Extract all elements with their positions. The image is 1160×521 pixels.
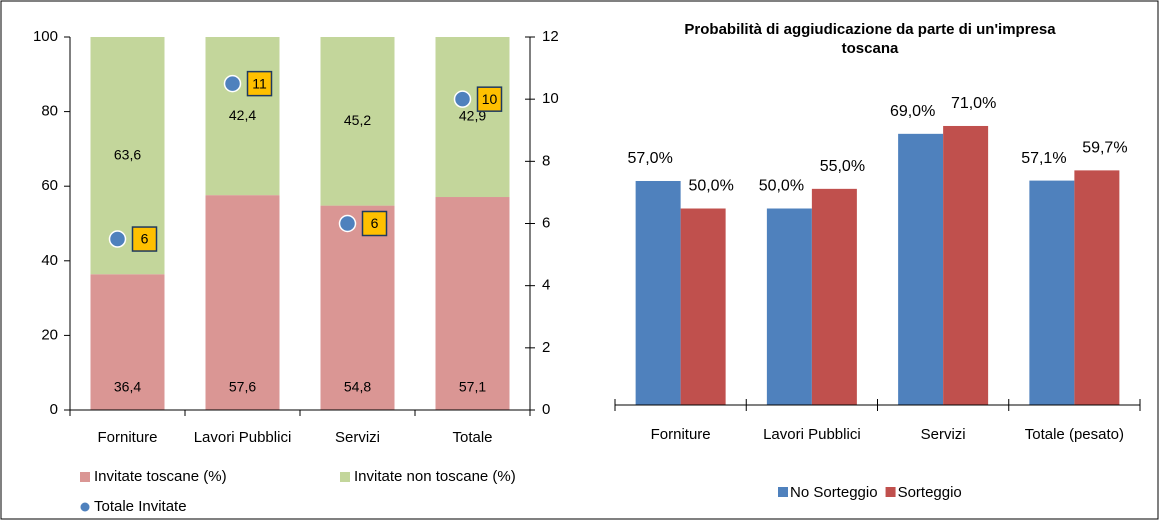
bar-value-label: 69,0% [890,103,935,120]
bar-segment [205,195,280,410]
legend-label: Sorteggio [898,484,962,501]
point-label: 10 [482,91,498,107]
y-tick-label: 80 [41,103,58,120]
bar-value-label: 57,1% [1021,150,1066,167]
bar-value-label: 57,6 [229,379,256,395]
y2-tick-label: 10 [542,90,559,107]
bar-segment [320,37,395,206]
bar [680,208,726,405]
bar [811,188,857,405]
x-tick-label: Lavori Pubblici [194,429,292,446]
y-tick-label: 100 [33,28,58,45]
bar-value-label: 71,0% [951,95,996,112]
y-tick-label: 20 [41,326,58,343]
bar-segment [90,274,165,410]
legend-label: Totale Invitate [94,498,187,515]
legend-marker [80,502,90,512]
bar-value-label: 63,6 [114,146,141,162]
y2-tick-label: 8 [542,152,550,169]
y2-tick-label: 0 [542,401,550,418]
x-tick-label: Totale [452,429,492,446]
point-label: 6 [141,231,149,247]
bar [1074,170,1120,405]
bar [766,208,812,405]
bar-value-label: 59,7% [1082,140,1127,157]
x-tick-label: Servizi [335,429,380,446]
legend-label: Invitate toscane (%) [94,468,227,485]
x-tick-label: Forniture [651,426,711,443]
bar-value-label: 57,1 [459,379,486,395]
legend-label: Invitate non toscane (%) [354,468,516,485]
legend-swatch [885,487,896,497]
point-label: 11 [252,75,267,91]
x-tick-label: Servizi [921,426,966,443]
point-label-box [131,226,158,252]
y2-tick-label: 4 [542,277,550,294]
bar-segment [320,205,395,410]
legend-label: No Sorteggio [790,484,878,501]
point-label-box [361,210,388,237]
point [338,214,357,233]
bar-value-label: 45,2 [344,112,371,128]
bar-value-label: 55,0% [820,158,865,175]
bar-segment [435,37,510,198]
bar [898,133,944,405]
x-tick-label: Totale (pesato) [1025,426,1124,443]
bar-value-label: 54,8 [344,379,371,395]
point [223,74,242,93]
bar-value-label: 50,0% [688,178,733,195]
bar-segment [205,37,280,196]
point [453,90,472,108]
chart-title: Probabilità di aggiudicazione da parte d… [684,21,1056,57]
point-label-box [476,86,503,112]
bar-value-label: 36,4 [114,379,141,395]
y2-tick-label: 6 [542,214,550,231]
bar-value-label: 50,0% [759,178,804,195]
point [108,230,127,248]
bar-value-label: 42,4 [229,107,256,123]
legend-swatch [80,472,90,482]
bar-segment [435,197,510,410]
bar-value-label: 57,0% [627,150,672,167]
y2-tick-label: 12 [542,28,559,45]
bar [1029,180,1075,405]
x-tick-label: Lavori Pubblici [763,426,861,443]
y-tick-label: 40 [41,252,58,269]
y-tick-label: 0 [50,401,58,418]
bar [943,125,989,405]
point-label-box [246,70,273,97]
legend-swatch [778,487,788,497]
legend-swatch [340,472,350,482]
y-tick-label: 60 [41,177,58,194]
y2-tick-label: 2 [542,339,550,356]
x-tick-label: Forniture [97,429,157,446]
bar [635,180,681,405]
point-label: 6 [371,215,379,231]
